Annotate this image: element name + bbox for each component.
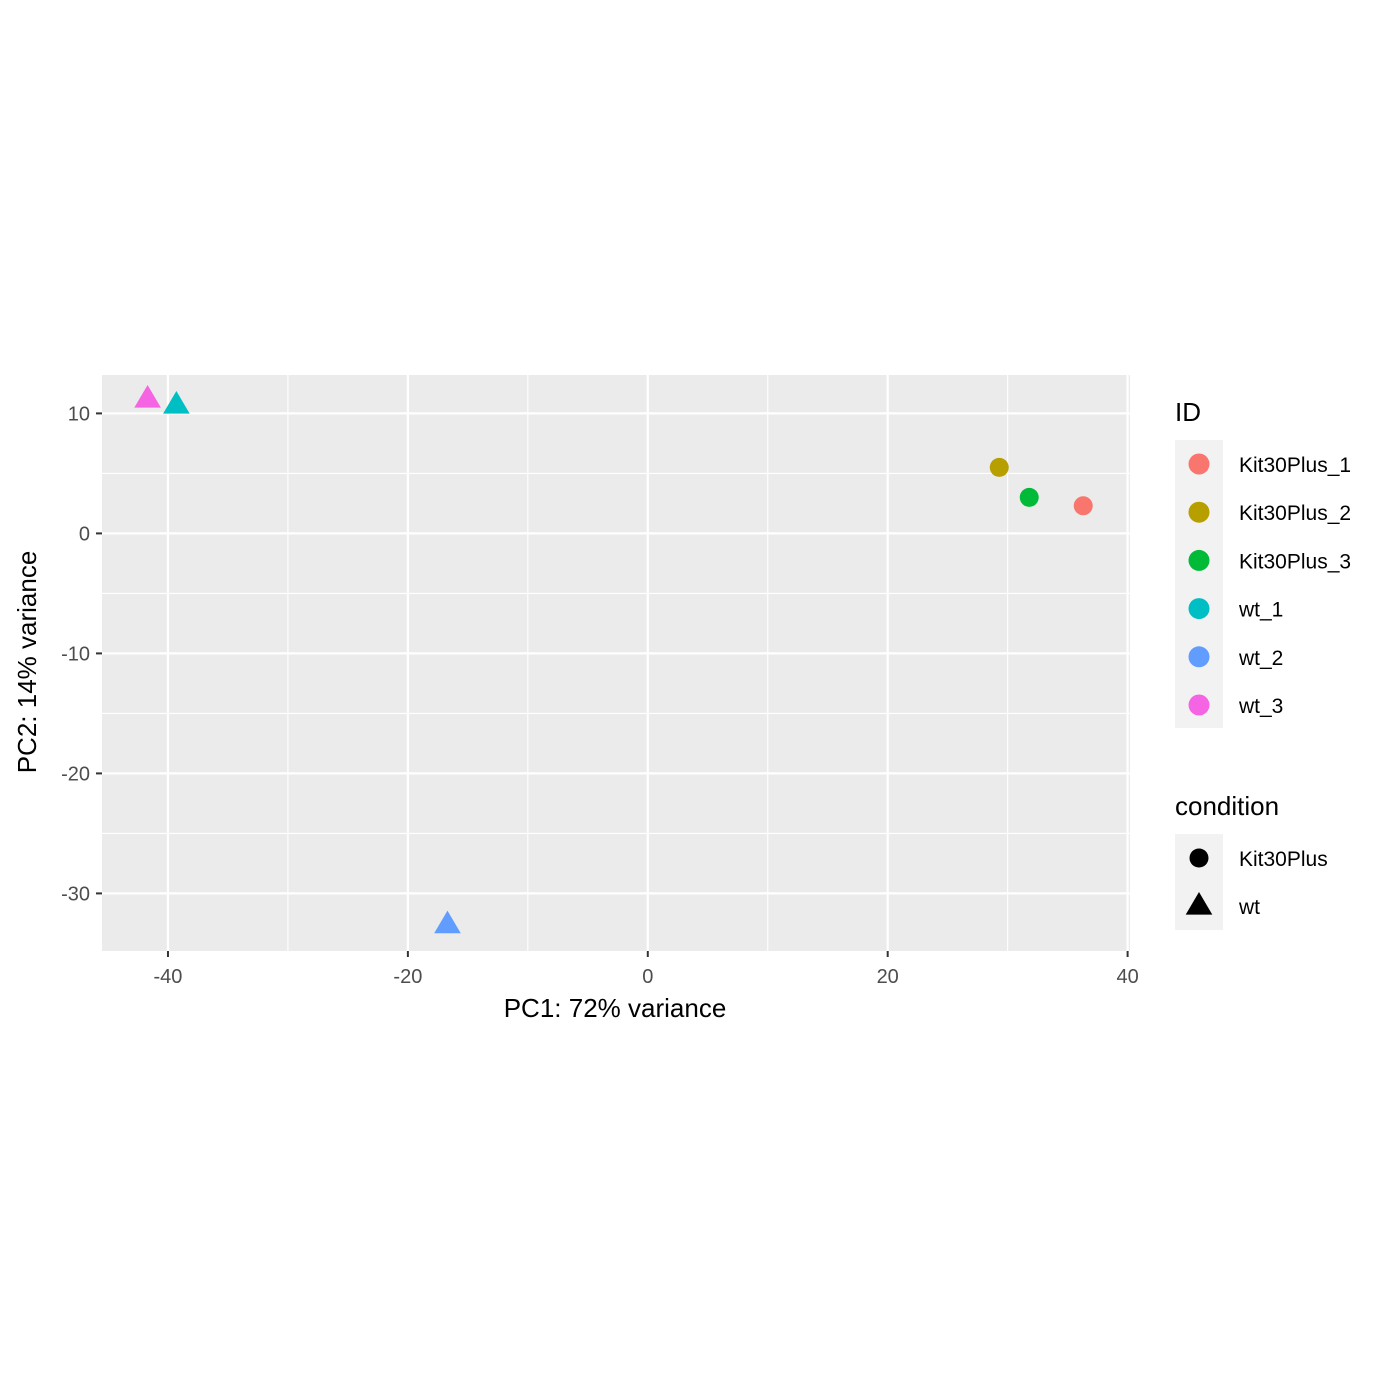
legend-condition: condition Kit30Plus wt [1175,791,1328,930]
legend-condition-title: condition [1175,791,1279,821]
y-axis: 10 0 -10 -20 -30 [61,403,102,905]
legend-condition-circle-symbol [1189,848,1209,868]
data-point-wt-1 [163,391,190,414]
legend-id: ID Kit30Plus_1 Kit30Plus_2 Kit30Plus_3 wt_1… [1175,397,1351,728]
x-axis: -40 -20 0 20 40 [154,951,1139,988]
data-point-kit30plus-1 [1073,496,1093,516]
data-point-wt-2 [434,910,461,934]
y-tick-label: 0 [79,523,90,545]
y-tick-label: -10 [61,643,90,665]
x-tick-label: -20 [393,966,422,988]
legend-id-label: Kit30Plus_2 [1239,502,1351,525]
legend-condition-key-background [1175,834,1223,930]
legend-id-swatch [1188,694,1210,716]
x-axis-title: PC1: 72% variance [504,993,727,1023]
legend-id-label: wt_1 [1238,599,1283,622]
legend-id-swatch [1188,453,1210,475]
data-point-wt-3 [134,385,161,408]
legend-condition-label: Kit30Plus [1239,848,1328,871]
legend-condition-triangle-symbol [1185,892,1213,915]
x-tick-label: 40 [1116,966,1138,988]
data-point-kit30plus-2 [989,457,1009,477]
y-axis-title: PC2: 14% variance [12,551,42,774]
legend-condition-label: wt [1238,896,1260,919]
grid-lines [102,375,1130,951]
legend-id-label: Kit30Plus_3 [1239,550,1351,573]
data-points [134,385,1093,934]
y-tick-label: 10 [68,403,90,425]
legend-id-swatch [1188,549,1210,571]
legend-id-label: wt_3 [1238,695,1283,718]
legend-id-swatch [1188,598,1210,620]
legend-id-swatch [1188,646,1210,668]
x-tick-label: 0 [642,966,653,988]
legend-id-title: ID [1175,397,1201,427]
legend-id-label: wt_2 [1238,647,1283,670]
legend-id-label: Kit30Plus_1 [1239,454,1351,477]
legend-id-key-background [1175,440,1223,728]
y-tick-label: -20 [61,763,90,785]
legend-id-swatch [1188,501,1210,523]
x-tick-label: 20 [877,966,899,988]
x-tick-label: -40 [154,966,183,988]
data-point-kit30plus-3 [1019,487,1039,507]
y-tick-label: -30 [61,883,90,905]
plot-panel [102,375,1130,951]
